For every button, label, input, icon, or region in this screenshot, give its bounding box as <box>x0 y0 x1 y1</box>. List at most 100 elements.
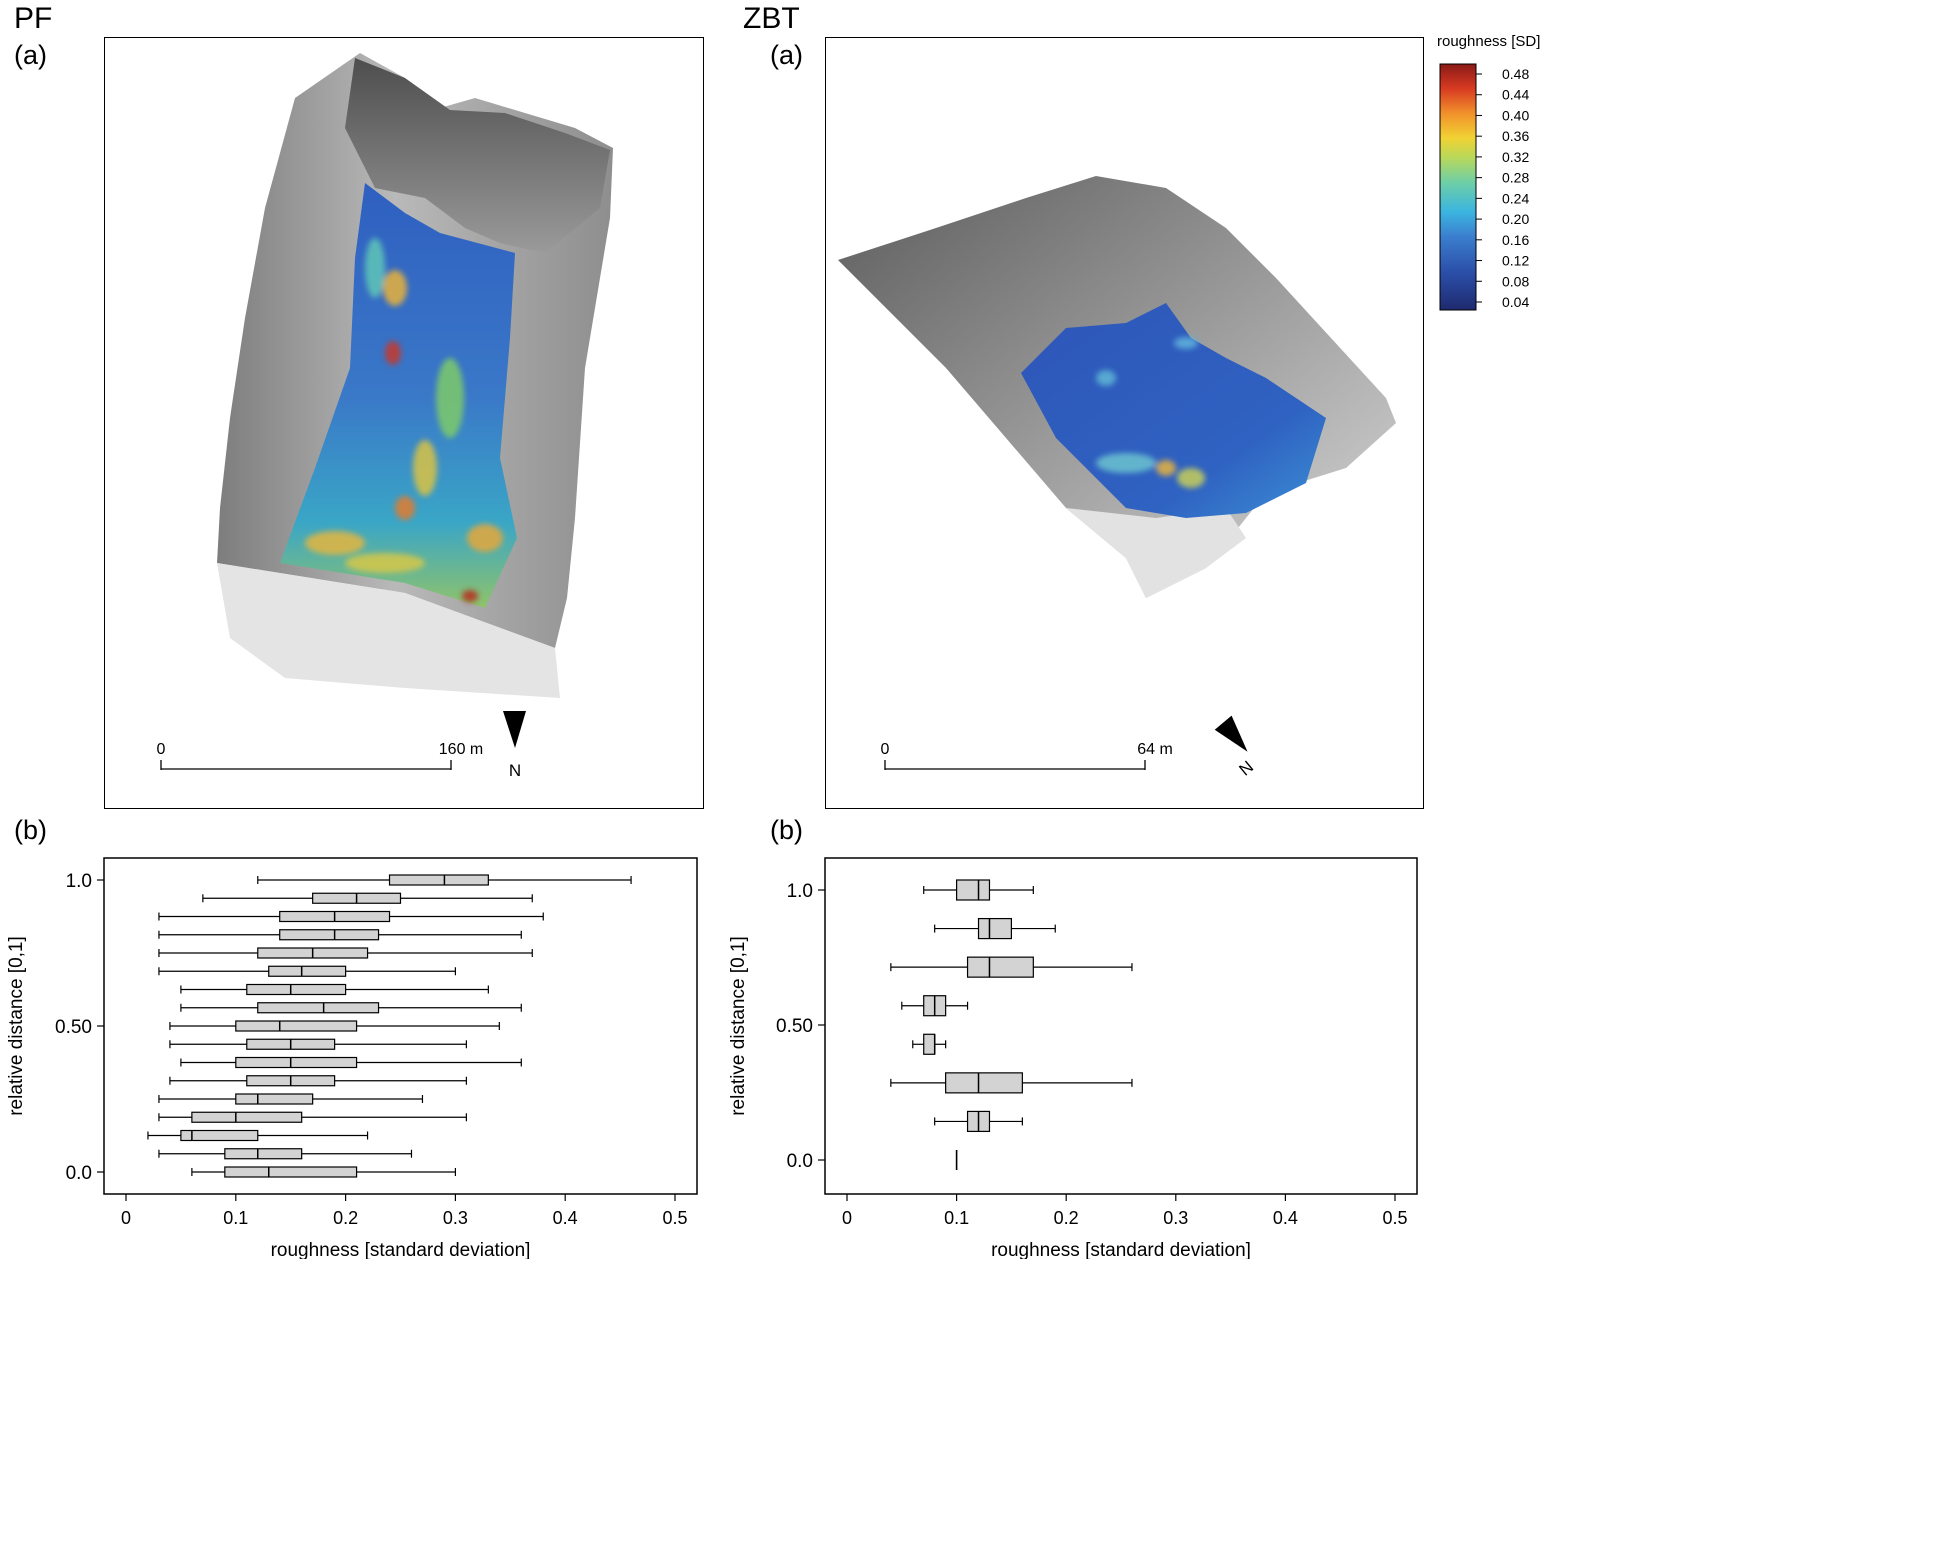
pf-roughness-overlay <box>280 183 517 608</box>
box-iqr <box>977 917 1012 940</box>
colorbar-tick-label: 0.44 <box>1502 87 1529 103</box>
pf-north-arrow-icon <box>503 711 526 748</box>
colorbar-tick-label: 0.36 <box>1502 128 1529 144</box>
pf-roughness-hotspots <box>305 238 503 602</box>
box-item <box>180 983 489 996</box>
zbt-boxplot: 0 0.1 0.2 0.3 0.4 0.5 1.0 0.50 0.0 roughness [sta… <box>728 857 1418 1259</box>
zbt-north-arrow-icon <box>1214 715 1248 752</box>
colorbar-tick-label: 0.12 <box>1502 253 1529 269</box>
site-title-zbt: ZBT <box>743 2 800 35</box>
zbt-north-label: N <box>1236 757 1258 779</box>
zbt-terrain-lower <box>1066 508 1246 598</box>
colorbar-tick-label: 0.20 <box>1502 211 1529 227</box>
x-tick-label: 0.2 <box>333 1208 358 1228</box>
box-iqr <box>246 983 347 996</box>
box-item <box>180 1002 522 1014</box>
y-tick-label: 0.0 <box>66 1163 92 1184</box>
colorbar-tick-label: 0.24 <box>1502 190 1529 206</box>
colorbar-tick-label: 0.40 <box>1502 107 1529 123</box>
box-item <box>169 1075 467 1087</box>
colorbar-title: roughness [SD] <box>1437 33 1541 50</box>
box-item <box>901 995 969 1017</box>
x-tick-label: 0.1 <box>944 1208 969 1228</box>
box-item <box>191 1166 456 1178</box>
pf-map-panel: N 0 160 m <box>104 37 704 809</box>
box-item <box>158 1148 413 1160</box>
box-item <box>890 956 1133 978</box>
box-iqr <box>923 1033 936 1055</box>
zbt-scale-start: 0 <box>881 741 890 758</box>
panel-label-zbt-a: (a) <box>770 40 803 70</box>
x-tick-label: 0 <box>121 1208 131 1228</box>
box-item <box>147 1129 369 1142</box>
colorbar: 0.48 0.44 0.40 0.36 0.32 0.28 0.24 0.20 0.16 0.12… <box>1439 63 1529 311</box>
box-iqr <box>235 1093 314 1105</box>
y-tick-label: 1.0 <box>66 871 92 892</box>
colorbar-ticks: 0.48 0.44 0.40 0.36 0.32 0.28 0.24 0.20 0.16 0.12… <box>1476 66 1529 310</box>
y-tick-label: 0.50 <box>55 1017 92 1038</box>
colorbar-tick-label: 0.16 <box>1502 232 1529 248</box>
colorbar-tick-label: 0.04 <box>1502 294 1529 310</box>
pf-boxplot: 0 0.1 0.2 0.3 0.4 0.5 1.0 0.50 0.0 roughness [sta… <box>6 857 698 1259</box>
x-axis-label: roughness [standard deviation] <box>991 1240 1251 1259</box>
x-tick-label: 0.4 <box>1273 1208 1298 1228</box>
zbt-map-panel: N 0 64 m <box>825 37 1424 809</box>
box-iqr <box>191 1111 303 1123</box>
box-item <box>158 929 522 941</box>
plot-frame <box>824 857 1418 1195</box>
box-item <box>158 965 456 977</box>
x-tick-label: 0.1 <box>223 1208 248 1228</box>
box-iqr <box>956 879 991 901</box>
box-item <box>912 1033 947 1055</box>
box-item <box>934 917 1056 940</box>
box-iqr <box>235 1020 358 1032</box>
panel-label-zbt-b: (b) <box>770 815 803 845</box>
x-tick-label: 0.2 <box>1054 1208 1079 1228</box>
pf-north-label: N <box>509 761 521 780</box>
box-item <box>934 1110 1023 1133</box>
box-item <box>923 879 1034 901</box>
colorbar-tick-label: 0.32 <box>1502 149 1529 165</box>
colorbar-tick-label: 0.08 <box>1502 273 1529 289</box>
box-iqr <box>945 1072 1023 1094</box>
zbt-map-figure: N 0 64 m <box>838 176 1396 780</box>
panel-label-pf-b: (b) <box>14 815 47 845</box>
box-item <box>158 947 533 959</box>
zbt-scale-end: 64 m <box>1137 741 1173 758</box>
box-item <box>890 1072 1133 1094</box>
zbt-roughness-hotspots <box>1096 337 1205 488</box>
pf-scale-start: 0 <box>157 741 166 758</box>
box-item <box>202 892 533 904</box>
x-tick-label: 0.3 <box>1163 1208 1188 1228</box>
pf-map-figure: N 0 160 m <box>157 53 613 780</box>
colorbar-tick-label: 0.28 <box>1502 170 1529 186</box>
box-iqr <box>224 1166 358 1178</box>
box-item <box>169 1020 500 1032</box>
site-title-pf: PF <box>14 2 53 35</box>
box-item <box>180 1056 522 1069</box>
y-axis-label: relative distance [0,1] <box>6 936 27 1116</box>
box-iqr <box>235 1056 358 1069</box>
y-tick-label: 0.50 <box>776 1016 813 1037</box>
box-iqr <box>180 1129 259 1142</box>
box-iqr <box>257 1002 380 1014</box>
y-axis-label: relative distance [0,1] <box>728 936 749 1116</box>
box-iqr <box>279 929 380 941</box>
box-iqr <box>268 965 347 977</box>
x-tick-label: 0.5 <box>662 1208 687 1228</box>
pf-terrain-debris <box>217 563 560 698</box>
x-tick-label: 0.4 <box>553 1208 578 1228</box>
box-item <box>158 1111 467 1123</box>
box-item <box>158 1093 424 1105</box>
x-tick-label: 0.3 <box>443 1208 468 1228</box>
y-tick-label: 1.0 <box>787 881 813 902</box>
x-axis-label: roughness [standard deviation] <box>271 1240 531 1259</box>
box-iqr <box>224 1148 303 1160</box>
pf-scale-end: 160 m <box>439 741 483 758</box>
pf-terrain-cliffs <box>345 58 610 253</box>
colorbar-tick-label: 0.48 <box>1502 66 1529 82</box>
panel-label-pf-a: (a) <box>14 40 47 70</box>
box-item <box>169 1038 467 1050</box>
box-iqr <box>966 956 1034 978</box>
box-iqr <box>388 874 489 886</box>
